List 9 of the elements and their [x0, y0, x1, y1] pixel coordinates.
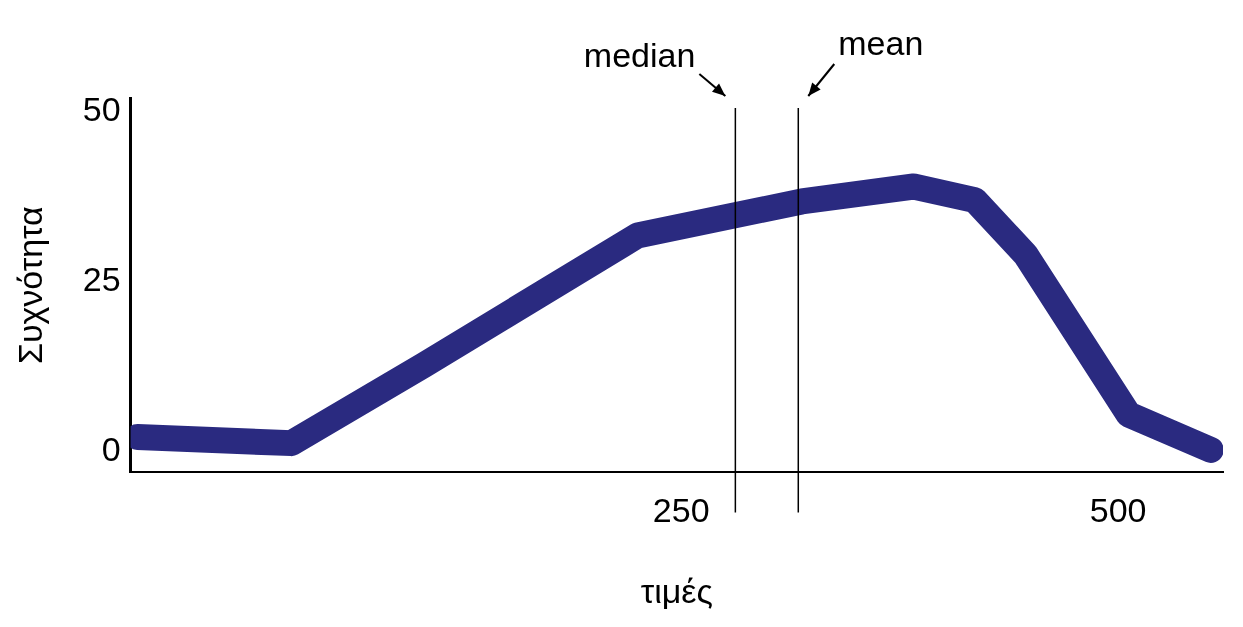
y-tick-label: 25	[82, 260, 121, 299]
ref-line-label: mean	[838, 24, 924, 63]
x-axis-title: τιμές	[640, 571, 713, 610]
ref-line-label: median	[583, 36, 696, 75]
x-tick-label: 500	[1089, 491, 1147, 530]
x-tick-label: 250	[652, 491, 710, 530]
y-tick-label: 0	[101, 430, 121, 469]
y-tick-label: 50	[82, 89, 121, 128]
y-axis-title: Συχνότητα	[10, 206, 49, 365]
